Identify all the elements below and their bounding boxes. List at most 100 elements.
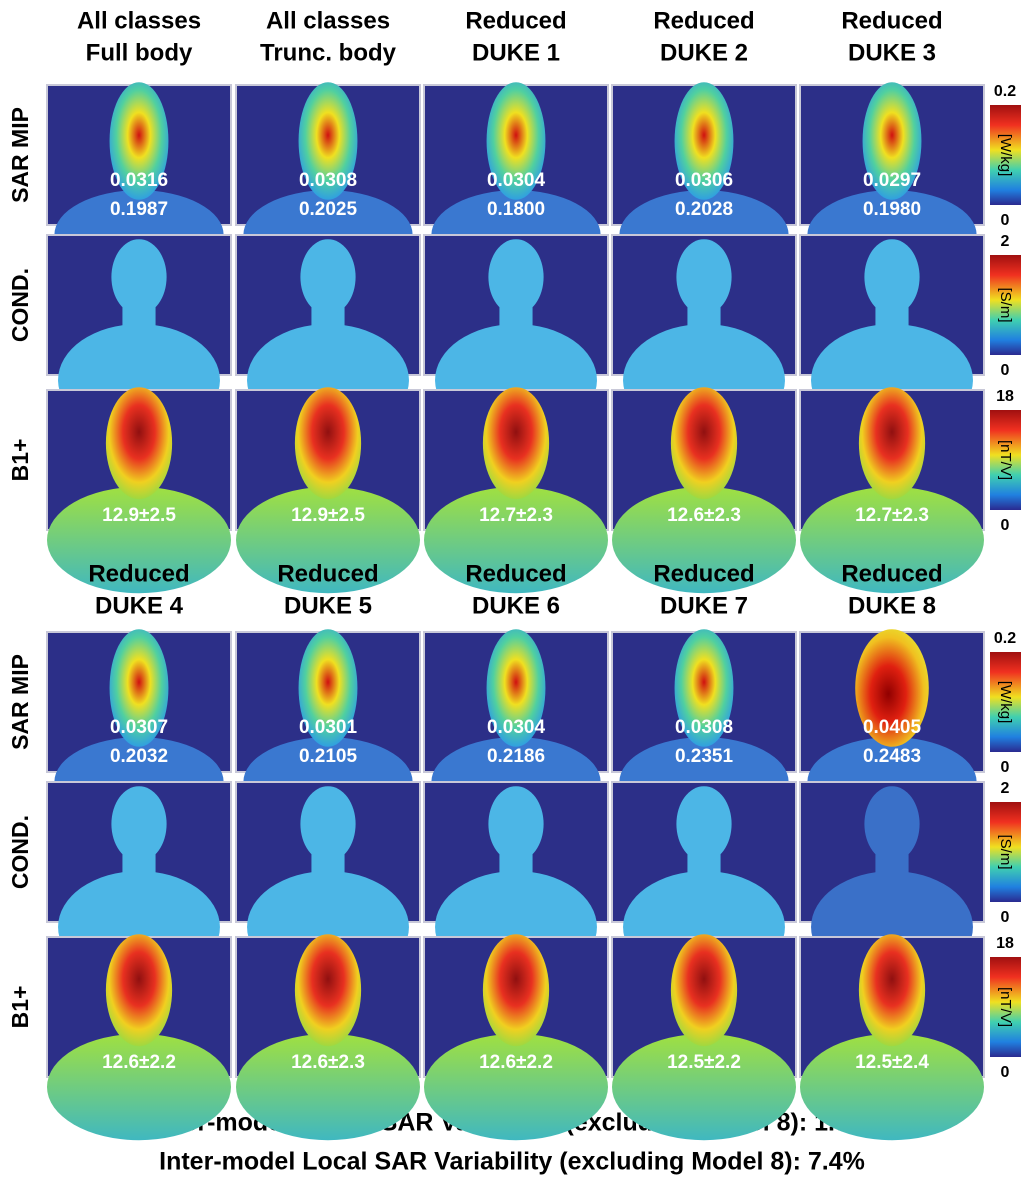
colorbar-unit: [W/kg] bbox=[997, 134, 1014, 177]
sar-peak: 0.2032 bbox=[110, 746, 168, 767]
row-label: COND. bbox=[7, 815, 33, 889]
head-b1 bbox=[858, 934, 926, 1047]
column-title: Reduced bbox=[653, 560, 754, 587]
colorbar-unit: [nT/V] bbox=[997, 987, 1014, 1027]
shoulders bbox=[236, 486, 420, 594]
colorbar-unit: [W/kg] bbox=[997, 681, 1014, 724]
head-b1 bbox=[294, 387, 362, 500]
head bbox=[111, 786, 167, 862]
sar-peak: 0.2025 bbox=[299, 199, 358, 220]
colorbar-min: 0 bbox=[1001, 759, 1010, 776]
head bbox=[864, 239, 920, 315]
column-title: DUKE 5 bbox=[284, 592, 372, 619]
colorbar-unit: [S/m] bbox=[997, 287, 1014, 322]
head-b1 bbox=[105, 934, 173, 1047]
sar-peak: 0.1987 bbox=[110, 199, 168, 220]
row-label: B1+ bbox=[7, 439, 33, 482]
colorbar-unit: [nT/V] bbox=[997, 440, 1014, 480]
head bbox=[676, 239, 732, 315]
colorbar-max: 2 bbox=[1001, 233, 1010, 250]
head-sar bbox=[298, 82, 358, 200]
column-title: All classes bbox=[77, 7, 201, 34]
sar-peak: 0.2483 bbox=[863, 746, 921, 767]
colorbar bbox=[990, 105, 1021, 205]
head bbox=[488, 239, 544, 315]
b1-value: 12.6±2.3 bbox=[291, 1052, 365, 1073]
sar-average: 0.0307 bbox=[110, 717, 168, 738]
colorbar bbox=[990, 652, 1021, 752]
b1-value: 12.7±2.3 bbox=[855, 505, 929, 526]
shoulders bbox=[47, 1033, 231, 1141]
b1-value: 12.9±2.5 bbox=[102, 505, 176, 526]
column-title: DUKE 7 bbox=[660, 592, 748, 619]
sar-average: 0.0405 bbox=[863, 717, 922, 738]
shoulders bbox=[612, 486, 796, 594]
colorbar-min: 0 bbox=[1001, 1064, 1010, 1081]
colorbar-max: 0.2 bbox=[994, 630, 1016, 647]
sar-average: 0.0316 bbox=[110, 170, 168, 191]
head-sar bbox=[298, 629, 358, 747]
head bbox=[300, 239, 356, 315]
colorbar bbox=[990, 410, 1021, 510]
shoulders bbox=[424, 1033, 608, 1141]
column-title: All classes bbox=[266, 7, 390, 34]
colorbar-unit: [S/m] bbox=[997, 834, 1014, 869]
colorbar bbox=[990, 957, 1021, 1057]
colorbar-min: 0 bbox=[1001, 909, 1010, 926]
head-b1 bbox=[670, 934, 738, 1047]
shoulders bbox=[800, 486, 984, 594]
head bbox=[864, 786, 920, 862]
colorbar-min: 0 bbox=[1001, 517, 1010, 534]
head-b1 bbox=[294, 934, 362, 1047]
column-title: DUKE 1 bbox=[472, 39, 560, 66]
column-title: Reduced bbox=[465, 7, 566, 34]
row-label: SAR MIP bbox=[7, 107, 33, 203]
column-title: DUKE 3 bbox=[848, 39, 936, 66]
column-title: DUKE 8 bbox=[848, 592, 936, 619]
column-title: Full body bbox=[86, 39, 193, 66]
sar-peak: 0.2105 bbox=[299, 746, 358, 767]
head-b1 bbox=[482, 387, 550, 500]
head-sar bbox=[486, 629, 546, 747]
sar-average: 0.0308 bbox=[675, 717, 733, 738]
sar-average: 0.0301 bbox=[299, 717, 358, 738]
b1-value: 12.6±2.2 bbox=[479, 1052, 553, 1073]
head bbox=[111, 239, 167, 315]
column-title: DUKE 4 bbox=[95, 592, 184, 619]
colorbar bbox=[990, 255, 1021, 355]
colorbar-max: 18 bbox=[996, 388, 1014, 405]
sar-peak: 0.2028 bbox=[675, 199, 733, 220]
colorbar bbox=[990, 802, 1021, 902]
b1-value: 12.5±2.4 bbox=[855, 1052, 929, 1073]
sar-average: 0.0306 bbox=[675, 170, 733, 191]
shoulders bbox=[236, 1033, 420, 1141]
b1-value: 12.7±2.3 bbox=[479, 505, 553, 526]
column-title: DUKE 2 bbox=[660, 39, 748, 66]
b1-value: 12.6±2.2 bbox=[102, 1052, 176, 1073]
sar-peak: 0.1800 bbox=[487, 199, 545, 220]
head-b1 bbox=[670, 387, 738, 500]
colorbar-max: 18 bbox=[996, 935, 1014, 952]
sar-average: 0.0297 bbox=[863, 170, 921, 191]
row-label: COND. bbox=[7, 268, 33, 342]
column-title: Reduced bbox=[841, 7, 942, 34]
head-b1 bbox=[858, 387, 926, 500]
head-sar bbox=[674, 629, 734, 747]
sar-peak: 0.2186 bbox=[487, 746, 545, 767]
head-sar bbox=[855, 629, 929, 747]
shoulders bbox=[47, 486, 231, 594]
row-label: B1+ bbox=[7, 986, 33, 1029]
head-sar bbox=[109, 629, 169, 747]
head-b1 bbox=[105, 387, 173, 500]
colorbar-min: 0 bbox=[1001, 212, 1010, 229]
head-sar bbox=[674, 82, 734, 200]
shoulders bbox=[424, 486, 608, 594]
shoulders bbox=[800, 1033, 984, 1141]
sar-peak: 0.1980 bbox=[863, 199, 921, 220]
column-title: Trunc. body bbox=[260, 39, 397, 66]
b1-value: 12.5±2.2 bbox=[667, 1052, 741, 1073]
footer-line: Inter-model Local SAR Variability (exclu… bbox=[159, 1148, 865, 1176]
sar-peak: 0.2351 bbox=[675, 746, 734, 767]
colorbar-max: 0.2 bbox=[994, 83, 1016, 100]
